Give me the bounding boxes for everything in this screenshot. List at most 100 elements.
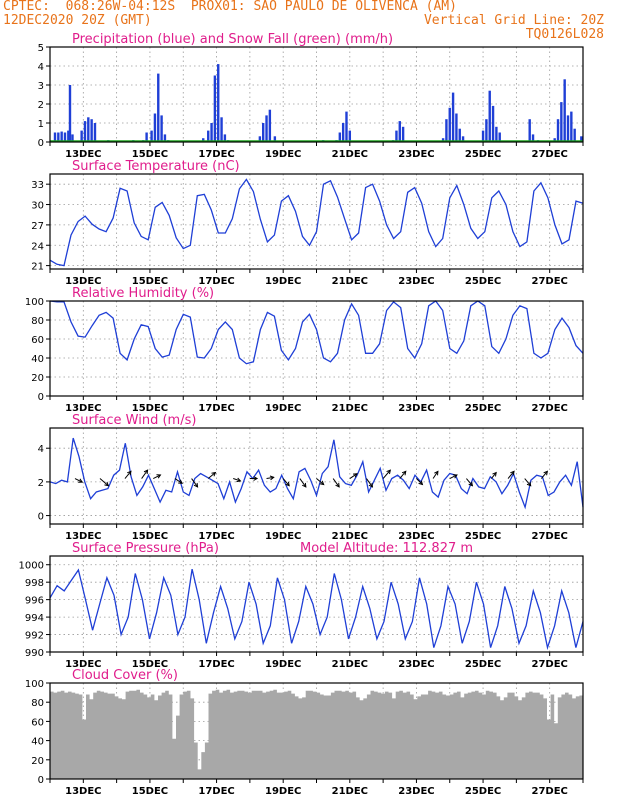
x-tick-label: 13DEC bbox=[65, 531, 101, 542]
precip-bar bbox=[258, 136, 262, 142]
x-tick-label: 27DEC bbox=[531, 276, 567, 287]
wind-arrow-head bbox=[368, 482, 374, 488]
temperature-title: Surface Temperature (nC) bbox=[72, 159, 240, 174]
wind-arrow-head bbox=[510, 470, 515, 476]
wind-arrow bbox=[316, 478, 325, 485]
series-line bbox=[49, 437, 584, 510]
y-tick-label: 4 bbox=[38, 444, 44, 455]
wind-title: Surface Wind (m/s) bbox=[72, 413, 196, 428]
precip-bar bbox=[580, 136, 583, 142]
precip-bar bbox=[57, 132, 60, 142]
x-tick-label: 23DEC bbox=[398, 531, 434, 542]
run-datetime: 12DEC2020 20Z (GMT) bbox=[3, 13, 152, 28]
wind-arrow bbox=[449, 474, 458, 479]
precip-bar bbox=[273, 136, 277, 142]
precip-bar bbox=[485, 119, 488, 142]
x-tick-label: 21DEC bbox=[332, 786, 368, 797]
wind-arrow-head bbox=[269, 475, 275, 481]
y-tick-label: 100 bbox=[25, 297, 44, 308]
precip-bar bbox=[556, 119, 560, 142]
y-tick-label: 60 bbox=[31, 335, 44, 346]
x-tick-label: 21DEC bbox=[332, 149, 368, 160]
wind-arrow bbox=[382, 469, 391, 479]
precip-bar bbox=[495, 126, 498, 142]
wind-arrow-head bbox=[104, 481, 110, 487]
x-tick-label: 23DEC bbox=[398, 403, 434, 414]
wind-arrow bbox=[432, 471, 439, 479]
y-tick-label: 996 bbox=[25, 596, 44, 607]
y-tick-label: 24 bbox=[31, 241, 44, 252]
y-tick-label: 0 bbox=[38, 392, 44, 403]
x-tick-label: 19DEC bbox=[265, 786, 301, 797]
wind-arrow-head bbox=[285, 481, 290, 487]
precip-bar bbox=[488, 90, 491, 142]
precip-bar bbox=[481, 130, 485, 142]
x-tick-label: 15DEC bbox=[132, 786, 168, 797]
wind-arrow-head bbox=[178, 479, 183, 484]
y-tick-label: 998 bbox=[25, 578, 44, 589]
precip-bar bbox=[163, 134, 167, 142]
y-tick-label: 27 bbox=[31, 221, 44, 232]
wind-arrow-head bbox=[492, 471, 497, 477]
precip-bar bbox=[202, 138, 205, 142]
humidity-title: Relative Humidity (%) bbox=[72, 286, 214, 301]
x-tick-label: 25DEC bbox=[465, 786, 501, 797]
precip-bar bbox=[553, 138, 556, 142]
wind-arrow-head bbox=[526, 481, 532, 487]
x-tick-label: 25DEC bbox=[465, 276, 501, 287]
x-tick-label: 19DEC bbox=[265, 403, 301, 414]
x-tick-label: 25DEC bbox=[465, 659, 501, 670]
precip-bar bbox=[53, 132, 57, 142]
x-tick-label: 21DEC bbox=[332, 276, 368, 287]
y-tick-label: 100 bbox=[25, 679, 44, 690]
y-tick-label: 994 bbox=[25, 613, 44, 624]
wind-arrow bbox=[507, 471, 515, 479]
wind-arrow-head bbox=[386, 469, 392, 475]
wind-arrow bbox=[124, 471, 132, 479]
precip-bar bbox=[566, 115, 570, 142]
x-tick-label: 15DEC bbox=[132, 659, 168, 670]
precip-bar bbox=[87, 117, 90, 142]
y-tick-label: 33 bbox=[31, 180, 44, 191]
x-tick-label: 13DEC bbox=[65, 659, 101, 670]
wind-arrow-head bbox=[236, 477, 242, 483]
x-tick-label: 17DEC bbox=[198, 276, 234, 287]
wind-arrow bbox=[74, 478, 83, 483]
x-tick-label: 15DEC bbox=[132, 149, 168, 160]
precip-bar bbox=[262, 123, 265, 142]
wind-arrow bbox=[141, 469, 149, 479]
precip-bar bbox=[68, 85, 72, 142]
wind-arrow-head bbox=[335, 482, 340, 488]
precip-bar bbox=[461, 136, 465, 142]
precip-bar bbox=[401, 126, 405, 142]
series-line bbox=[49, 568, 584, 651]
precip-bar bbox=[528, 119, 531, 142]
y-tick-label: 80 bbox=[31, 316, 44, 327]
x-tick-label: 19DEC bbox=[265, 276, 301, 287]
y-tick-label: 20 bbox=[31, 756, 44, 767]
precip-bar bbox=[71, 134, 74, 142]
wind-arrow-head bbox=[127, 470, 132, 476]
precip-bar bbox=[93, 123, 97, 142]
precip-title: Precipitation (blue) and Snow Fall (gree… bbox=[72, 32, 393, 47]
precip-bar bbox=[265, 115, 268, 142]
x-tick-label: 13DEC bbox=[65, 786, 101, 797]
wind-arrow bbox=[299, 478, 307, 488]
wind-arrow bbox=[153, 474, 161, 479]
x-tick-label: 17DEC bbox=[198, 149, 234, 160]
wind-arrow-head bbox=[434, 470, 439, 476]
station-header: CPTEC: 068:26W-04:12S PROX01: SAO PAULO … bbox=[3, 0, 457, 14]
precip-bar bbox=[458, 128, 461, 142]
cloud-cover-area bbox=[50, 689, 583, 779]
x-tick-label: 27DEC bbox=[531, 786, 567, 797]
x-tick-label: 13DEC bbox=[65, 276, 101, 287]
wind-arrow-head bbox=[253, 476, 259, 481]
wind-arrow bbox=[416, 478, 423, 485]
precip-bar bbox=[455, 113, 458, 142]
series-line bbox=[49, 300, 584, 365]
y-tick-label: 0 bbox=[38, 138, 44, 149]
wind-arrow bbox=[366, 478, 373, 488]
precip-bar bbox=[223, 134, 227, 142]
pressure-title: Surface Pressure (hPa) bbox=[72, 541, 219, 556]
